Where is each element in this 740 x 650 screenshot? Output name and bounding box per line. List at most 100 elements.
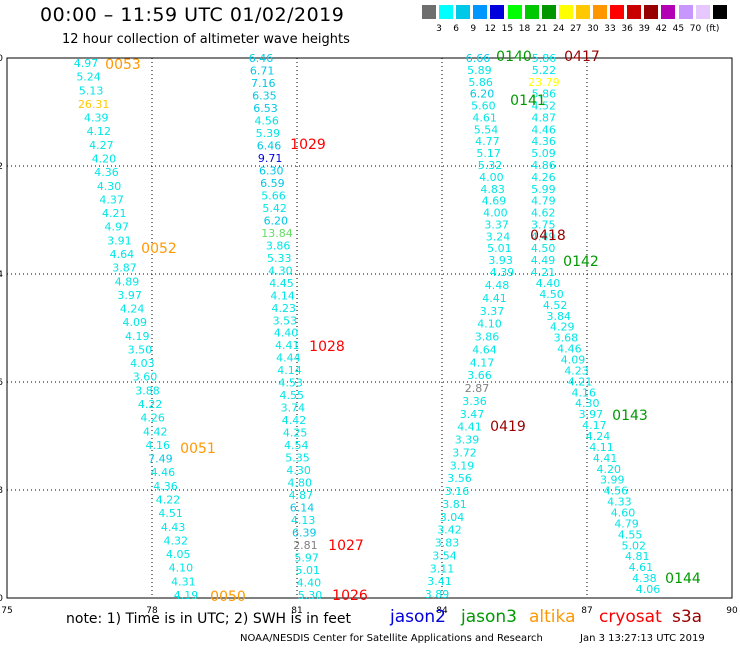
altika-swh-value: 4.30	[97, 180, 122, 193]
jason3-swh-value: 4.39	[490, 266, 515, 279]
s3a-swh-value: 4.21	[568, 375, 593, 388]
cryosat-swh-value: 9.71	[258, 152, 283, 165]
altika-swh-value: 4.42	[143, 425, 168, 438]
mission-legend-item: s3a	[672, 607, 703, 627]
cryosat-swh-value: 5.97	[294, 552, 319, 565]
cryosat-swh-value: 5.35	[285, 452, 310, 465]
altika-swh-value: 4.46	[151, 466, 176, 479]
jason3-swh-value: 4.64	[472, 343, 497, 356]
altika-swh-value: 4.43	[161, 521, 186, 534]
legend-swatch	[627, 5, 642, 19]
jason3-swh-value: 5.54	[474, 123, 499, 136]
s3a-swh-value: 4.79	[531, 195, 556, 208]
jason3-swh-value: 3.89	[425, 588, 450, 601]
mission-legend-item: cryosat	[599, 607, 662, 627]
plot-frame	[6, 57, 733, 599]
jason3-swh-value: 5.89	[467, 64, 492, 77]
s3a-swh-value: 4.11	[589, 441, 614, 454]
s3a-swh-value: 4.20	[596, 463, 621, 476]
cryosat-swh-value: 3.86	[266, 239, 291, 252]
altika-swh-value: 4.51	[158, 507, 183, 520]
pass-label: 0144	[665, 571, 701, 587]
cryosat-swh-value: 4.56	[254, 114, 279, 127]
legend-label: 70	[689, 24, 702, 34]
legend-label: 36	[621, 24, 633, 34]
credit-text: NOAA/NESDIS Center for Satellite Applica…	[240, 633, 543, 644]
timestamp-text: Jan 3 13:27:13 UTC 2019	[580, 633, 705, 644]
jason3-swh-value: 3.39	[455, 434, 480, 447]
cryosat-swh-value: 3.74	[281, 402, 306, 415]
legend-label: 18	[518, 24, 531, 34]
jason3-swh-value: 4.48	[485, 279, 510, 292]
x-tick-label: 78	[146, 606, 158, 616]
cryosat-swh-value: 4.13	[291, 514, 316, 527]
altika-swh-value: 4.09	[122, 316, 147, 329]
altika-swh-value: 4.89	[115, 275, 140, 288]
x-tick-label: 84	[436, 606, 448, 616]
cryosat-swh-value: 4.42	[282, 414, 307, 427]
jason3-swh-value: 3.11	[430, 562, 455, 575]
legend-label: 27	[570, 24, 582, 34]
altika-swh-value: 4.03	[130, 357, 155, 370]
legend-swatch	[610, 5, 625, 19]
cryosat-swh-value: 4.40	[297, 577, 322, 590]
x-tick-label: 87	[581, 606, 592, 616]
jason3-swh-value: 5.86	[468, 76, 493, 89]
cryosat-swh-value: 5.01	[295, 564, 320, 577]
jason3-swh-value: 4.77	[475, 135, 500, 148]
cryosat-swh-value: 4.53	[278, 377, 303, 390]
altika-swh-value: 3.97	[117, 289, 142, 302]
altika-swh-value: 4.39	[84, 112, 109, 125]
jason3-swh-value: 5.60	[471, 100, 496, 113]
legend-swatch	[678, 5, 693, 19]
s3a-swh-value: 4.79	[614, 517, 639, 530]
s3a-swh-value: 4.52	[543, 299, 568, 312]
s3a-swh-value: 4.33	[607, 496, 632, 509]
x-tick-label: 75	[1, 606, 12, 616]
jason3-swh-value: 4.00	[479, 171, 504, 184]
pass-label: 0140	[496, 49, 532, 65]
pass-label: 0052	[141, 241, 177, 257]
altika-swh-value: 3.60	[133, 371, 158, 384]
cryosat-swh-value: 2.81	[293, 539, 318, 552]
cryosat-swh-value: 4.44	[276, 352, 301, 365]
legend-label: 9	[470, 24, 477, 34]
legend-label: 15	[501, 24, 514, 34]
s3a-swh-value: 4.46	[531, 123, 556, 136]
s3a-swh-value: 4.29	[550, 321, 575, 334]
legend-swatch	[541, 5, 556, 19]
cryosat-swh-value: 6.71	[250, 64, 275, 77]
altika-swh-value: 4.19	[125, 330, 150, 343]
note-text: note: 1) Time is in UTC; 2) SWH is in fe…	[66, 611, 352, 627]
cryosat-swh-value: 7.16	[251, 77, 276, 90]
altika-swh-value: 3.50	[128, 343, 153, 356]
s3a-swh-value: 4.81	[625, 550, 650, 563]
x-tick-label: 90	[726, 606, 738, 616]
pass-label: 0418	[530, 228, 566, 244]
s3a-swh-value: 4.17	[582, 419, 607, 432]
altika-swh-value: 4.21	[102, 207, 127, 220]
s3a-swh-value: 4.38	[632, 572, 657, 585]
cryosat-swh-value: 5.42	[262, 202, 287, 215]
jason3-swh-value: 3.72	[452, 446, 477, 459]
jason3-swh-value: 6.20	[470, 88, 495, 101]
pass-label: 0143	[612, 408, 648, 424]
legend-swatch	[695, 5, 710, 19]
s3a-swh-value: 4.52	[532, 100, 557, 113]
cryosat-swh-value: 13.84	[261, 227, 293, 240]
pass-label: 0419	[490, 419, 526, 435]
altika-swh-value: 4.36	[94, 166, 119, 179]
legend-label: (ft)	[705, 24, 720, 34]
cryosat-swh-value: 4.30	[286, 464, 311, 477]
altika-swh-value: 4.37	[99, 193, 124, 206]
jason3-swh-value: 3.36	[462, 395, 487, 408]
cryosat-swh-value: 6.20	[264, 214, 289, 227]
y-tick-label: 0	[0, 54, 3, 64]
altika-swh-value: 4.10	[169, 562, 194, 575]
altika-swh-value: 4.64	[110, 248, 135, 261]
jason3-swh-value: 3.24	[486, 230, 511, 243]
altika-swh-value: 4.24	[120, 303, 145, 316]
s3a-swh-value: 4.41	[593, 452, 618, 465]
cryosat-swh-value: 4.41	[275, 339, 300, 352]
